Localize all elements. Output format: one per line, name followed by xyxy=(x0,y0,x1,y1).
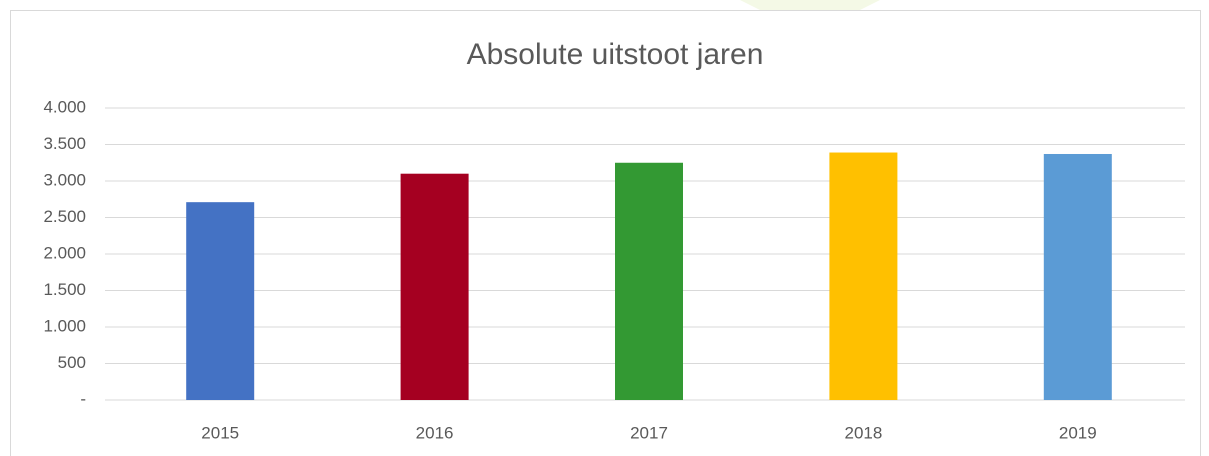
y-tick-label: 500 xyxy=(58,353,86,372)
y-tick-label: 2.000 xyxy=(43,243,86,262)
x-tick-label: 2018 xyxy=(844,423,882,442)
x-tick-label: 2015 xyxy=(201,423,239,442)
background-shape xyxy=(740,0,880,10)
y-tick-label: 1.500 xyxy=(43,280,86,299)
x-tick-label: 2017 xyxy=(630,423,668,442)
y-tick-label: 4.000 xyxy=(43,97,86,116)
bar xyxy=(615,162,683,400)
y-tick-label: 1.000 xyxy=(43,316,86,335)
y-tick-label: 2.500 xyxy=(43,207,86,226)
x-tick-label: 2019 xyxy=(1059,423,1097,442)
bar xyxy=(1043,153,1112,400)
y-tick-label: 3.000 xyxy=(43,170,86,189)
bar xyxy=(829,152,898,400)
x-tick-label: 2016 xyxy=(416,423,454,442)
bar xyxy=(186,202,255,400)
bar xyxy=(400,173,469,400)
y-tick-label: 3.500 xyxy=(43,134,86,153)
chart-title: Absolute uitstoot jaren xyxy=(467,38,764,71)
y-tick-label: - xyxy=(80,389,86,408)
